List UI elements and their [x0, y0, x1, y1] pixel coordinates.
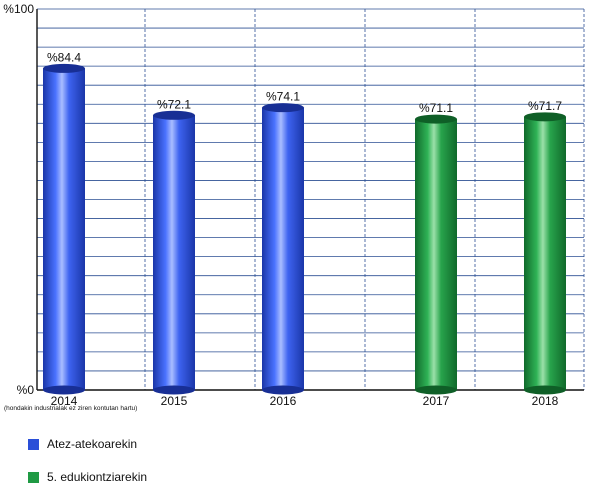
data-label: %71.7: [528, 99, 562, 113]
bar-body: [43, 68, 85, 390]
bar-body: [524, 116, 566, 390]
y-tick-label-max: %100: [3, 2, 34, 16]
data-label: %71.1: [419, 101, 453, 115]
legend-swatch-blue: [28, 438, 39, 450]
x-tick-label: 2014: [51, 394, 78, 408]
bar-cap: [153, 110, 195, 120]
bar-cap: [43, 63, 85, 73]
legend-label: Atez-atekoarekin: [47, 437, 138, 451]
chart-footnote: (hondakin industrialak ez ziren kontutan…: [4, 405, 138, 412]
axes: %100 %0: [3, 2, 584, 397]
bar-2015: [153, 110, 195, 395]
x-tick-label: 2016: [270, 394, 297, 408]
data-label: %72.1: [157, 97, 191, 111]
data-label: %84.4: [47, 50, 81, 64]
labels: %84.4 2014 %72.1 2015 %74.1 2016 %71.1 2017 %71.…: [47, 50, 562, 408]
bar-2018: [524, 112, 566, 395]
bar-base: [524, 385, 566, 395]
bar-cap: [415, 114, 457, 124]
bar-body: [415, 119, 457, 390]
y-tick-label-min: %0: [17, 383, 35, 397]
bar-cap: [262, 103, 304, 113]
legend-swatch-green: [28, 471, 39, 483]
bar-body: [153, 115, 195, 390]
bar-2017: [415, 114, 457, 395]
legend-label: 5. edukiontziarekin: [47, 470, 148, 484]
bar-base: [43, 385, 85, 395]
x-tick-label: 2015: [161, 394, 188, 408]
bar-2014: [43, 63, 85, 395]
bars: [43, 63, 566, 395]
bar-base: [153, 385, 195, 395]
data-label: %74.1: [266, 90, 300, 104]
legend-item-series-1: Atez-atekoarekin: [28, 437, 137, 451]
bar-body: [262, 107, 304, 390]
bar-base: [415, 385, 457, 395]
legend-item-series-2: 5. edukiontziarekin: [28, 470, 147, 484]
bar-2016: [262, 103, 304, 395]
bar-base: [262, 385, 304, 395]
bar-cap: [524, 112, 566, 122]
x-tick-label: 2018: [532, 394, 559, 408]
x-tick-label: 2017: [423, 394, 450, 408]
gridlines: [37, 8, 585, 391]
